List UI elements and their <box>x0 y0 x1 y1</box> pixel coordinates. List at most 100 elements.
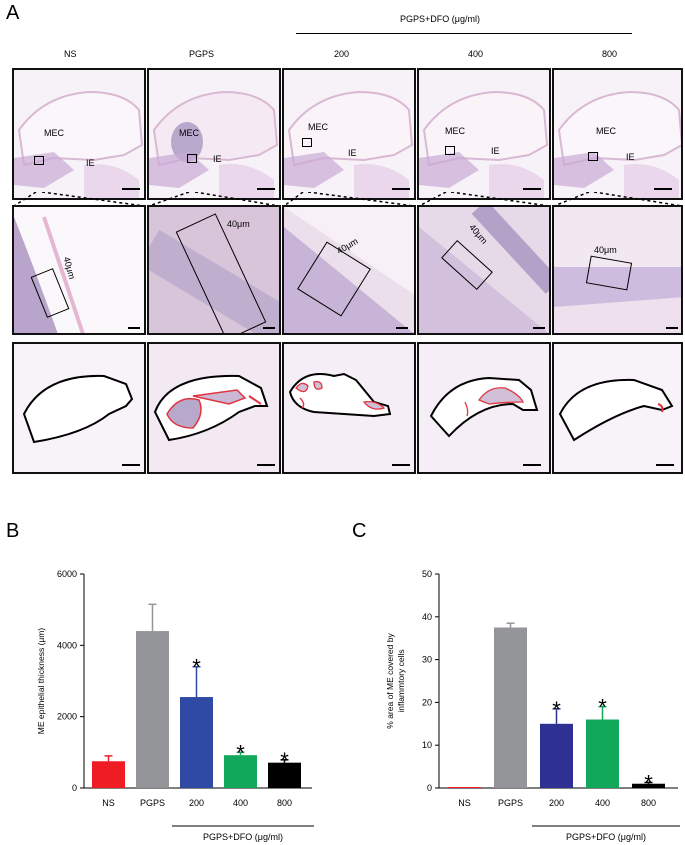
zoom-connectors <box>13 192 683 207</box>
scale-bar <box>666 327 678 329</box>
x-axis-label: PGPS+DFO (μg/ml) <box>203 832 283 842</box>
y-tick-label: 20 <box>422 697 432 707</box>
thickness-label: 40μm <box>594 245 617 255</box>
bar-400 <box>224 755 257 788</box>
roi-box <box>34 156 44 165</box>
label-mec: MEC <box>445 126 465 136</box>
label-mec: MEC <box>308 122 328 132</box>
thickness-label: 40μm <box>227 219 250 229</box>
panel-b-letter: B <box>6 520 20 542</box>
x-tick-label: 200 <box>189 798 204 808</box>
bar-pgps <box>136 631 169 788</box>
significance-star: * <box>644 770 653 795</box>
group-label-top: PGPS+DFO (μg/ml) <box>400 14 480 24</box>
bar-400 <box>586 719 619 788</box>
magnified-image-800: 40μm <box>552 205 683 335</box>
x-tick-label: NS <box>458 798 471 808</box>
bar-200 <box>540 723 573 788</box>
bar-800 <box>632 783 665 788</box>
y-tick-label: 0 <box>72 783 77 793</box>
panel-a-letter: A <box>6 2 20 24</box>
bar-ns <box>448 787 481 788</box>
panel-c-letter: C <box>352 520 367 542</box>
overview-image-pgps: MEC IE <box>147 68 281 200</box>
group-bracket-line <box>296 33 632 34</box>
x-tick-label: 800 <box>641 798 656 808</box>
label-mec: MEC <box>44 128 64 138</box>
scale-bar <box>122 464 140 466</box>
y-tick-label: 40 <box>422 612 432 622</box>
outline-image-800 <box>552 342 683 474</box>
column-label-pgps: PGPS <box>189 49 215 59</box>
outline-image-pgps <box>147 342 281 474</box>
bar-ns <box>92 761 125 788</box>
y-tick-label: 6000 <box>57 569 77 579</box>
y-axis-label: % area of ME covered by <box>385 633 395 729</box>
bar-pgps <box>494 627 527 788</box>
roi-box <box>187 154 197 163</box>
significance-star: * <box>192 655 201 680</box>
scale-bar <box>392 464 410 466</box>
label-mec: MEC <box>179 128 199 138</box>
scale-bar <box>656 464 674 466</box>
bar-800 <box>268 762 301 788</box>
scale-bar <box>257 188 275 190</box>
scale-bar <box>654 188 672 190</box>
x-axis-label: PGPS+DFO (μg/ml) <box>566 832 646 842</box>
overview-image-200: MEC IE <box>282 68 416 200</box>
overview-image-400: MEC IE <box>417 68 551 200</box>
scale-bar <box>128 327 140 329</box>
overview-image-800: MEC IE <box>552 68 683 200</box>
significance-star: * <box>598 695 607 720</box>
roi-box <box>588 152 598 161</box>
scale-bar <box>523 188 541 190</box>
outline-image-ns <box>12 342 146 474</box>
x-tick-label: 800 <box>277 798 292 808</box>
scale-bar <box>396 327 408 329</box>
roi-box <box>302 138 312 147</box>
significance-star: * <box>236 740 245 765</box>
scale-bar <box>523 464 541 466</box>
chart-epithelial-thickness: 0 2000 4000 6000 ME epithelial thickness (μm… <box>36 569 314 842</box>
label-ie: IE <box>348 148 357 158</box>
outline-image-200 <box>282 342 416 474</box>
magnified-image-400: 40μm <box>417 205 551 335</box>
scale-bar <box>263 327 275 329</box>
column-label-ns: NS <box>64 49 77 59</box>
scale-bar <box>533 327 545 329</box>
x-tick-label: PGPS <box>498 798 523 808</box>
column-label-200: 200 <box>334 49 350 59</box>
chart-inflammatory-area: 0 10 20 30 40 50 % area of ME covered by inflam… <box>385 569 680 842</box>
x-tick-label: 400 <box>233 798 248 808</box>
x-tick-label: 200 <box>549 798 564 808</box>
magnified-image-200: 40μm <box>282 205 416 335</box>
magnified-image-ns: 40μm <box>12 205 146 335</box>
label-ie: IE <box>213 154 222 164</box>
significance-star: * <box>552 697 561 722</box>
scale-bar <box>257 464 275 466</box>
overview-image-ns: MEC IE <box>12 68 146 200</box>
label-mec: MEC <box>596 126 616 136</box>
y-tick-label: 10 <box>422 740 432 750</box>
x-tick-label: NS <box>102 798 115 808</box>
significance-star: * <box>280 748 289 773</box>
y-tick-label: 30 <box>422 655 432 665</box>
magnified-image-pgps: 40μm <box>147 205 281 335</box>
column-label-800: 800 <box>602 49 618 59</box>
y-tick-label: 2000 <box>57 712 77 722</box>
outline-image-400 <box>417 342 551 474</box>
column-label-400: 400 <box>468 49 484 59</box>
y-tick-label: 50 <box>422 569 432 579</box>
x-tick-label: PGPS <box>140 798 165 808</box>
roi-box <box>445 146 455 155</box>
scale-bar <box>392 188 410 190</box>
scale-bar <box>122 188 140 190</box>
y-axis-label: inflammtory cells <box>396 649 406 712</box>
label-ie: IE <box>626 152 635 162</box>
label-ie: IE <box>86 158 95 168</box>
y-tick-label: 4000 <box>57 640 77 650</box>
y-tick-label: 0 <box>427 783 432 793</box>
x-tick-label: 400 <box>595 798 610 808</box>
y-axis-label: ME epithelial thickness (μm) <box>36 628 46 735</box>
bar-200 <box>180 697 213 788</box>
